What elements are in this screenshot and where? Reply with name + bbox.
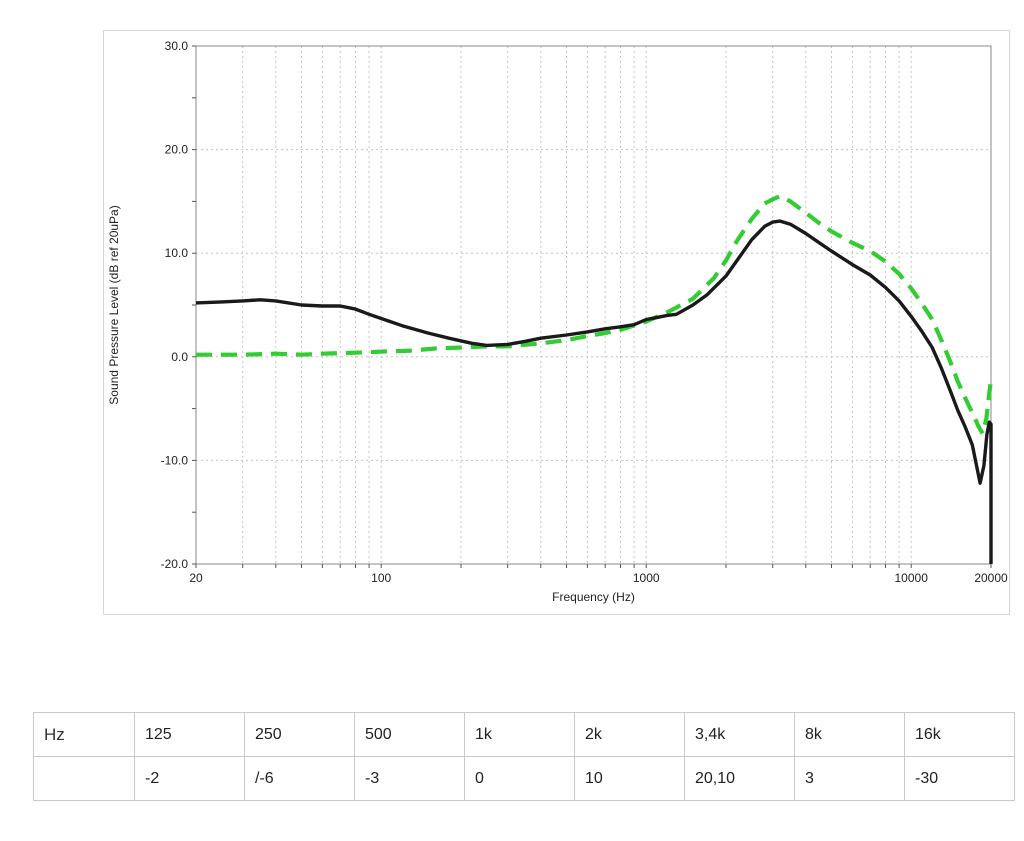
table-cell-val-250: /-6 xyxy=(244,756,355,801)
table-cell-val-3-4k: 20,10 xyxy=(684,756,795,801)
table-cell-hz-label: Hz xyxy=(33,712,135,757)
table-cell-val-16k: -30 xyxy=(904,756,1015,801)
table-cell-val-1k: 0 xyxy=(464,756,575,801)
svg-text:10.0: 10.0 xyxy=(165,246,189,260)
table-cell-freq-500: 500 xyxy=(354,712,465,757)
table-cell-freq-125: 125 xyxy=(134,712,245,757)
svg-text:Frequency (Hz): Frequency (Hz) xyxy=(552,590,635,604)
table-cell-freq-8k: 8k xyxy=(794,712,905,757)
svg-text:10000: 10000 xyxy=(895,571,929,585)
svg-text:Sound Pressure Level (dB ref 2: Sound Pressure Level (dB ref 20uPa) xyxy=(107,205,121,404)
eq-table: Hz 125 250 500 1k 2k 3,4k 8k 16k -2 /-6 … xyxy=(33,712,1015,801)
table-cell-freq-3-4k: 3,4k xyxy=(684,712,795,757)
svg-text:0.0: 0.0 xyxy=(171,350,188,364)
svg-text:-20.0: -20.0 xyxy=(161,557,189,571)
svg-text:20.0: 20.0 xyxy=(165,143,189,157)
svg-text:30.0: 30.0 xyxy=(165,39,189,53)
table-row-header: Hz 125 250 500 1k 2k 3,4k 8k 16k xyxy=(33,712,1015,757)
table-cell-freq-250: 250 xyxy=(244,712,355,757)
table-row-values: -2 /-6 -3 0 10 20,10 3 -30 xyxy=(33,756,1015,801)
spl-chart-figure: 30.0 20.0 10.0 0.0 -10.0 -20.0 20 100 1000 10000 2… xyxy=(103,30,1010,615)
svg-text:20000: 20000 xyxy=(974,571,1008,585)
svg-text:20: 20 xyxy=(189,571,203,585)
svg-text:100: 100 xyxy=(371,571,391,585)
table-cell-empty xyxy=(33,756,135,801)
table-cell-val-500: -3 xyxy=(354,756,465,801)
table-cell-val-125: -2 xyxy=(134,756,245,801)
spl-frequency-chart: 30.0 20.0 10.0 0.0 -10.0 -20.020 100 1000 10000 2… xyxy=(107,39,1008,604)
table-cell-freq-16k: 16k xyxy=(904,712,1015,757)
table-cell-freq-1k: 1k xyxy=(464,712,575,757)
table-cell-val-8k: 3 xyxy=(794,756,905,801)
table-cell-freq-2k: 2k xyxy=(574,712,685,757)
svg-text:1000: 1000 xyxy=(633,571,660,585)
svg-text:-10.0: -10.0 xyxy=(161,453,189,467)
table-cell-val-2k: 10 xyxy=(574,756,685,801)
